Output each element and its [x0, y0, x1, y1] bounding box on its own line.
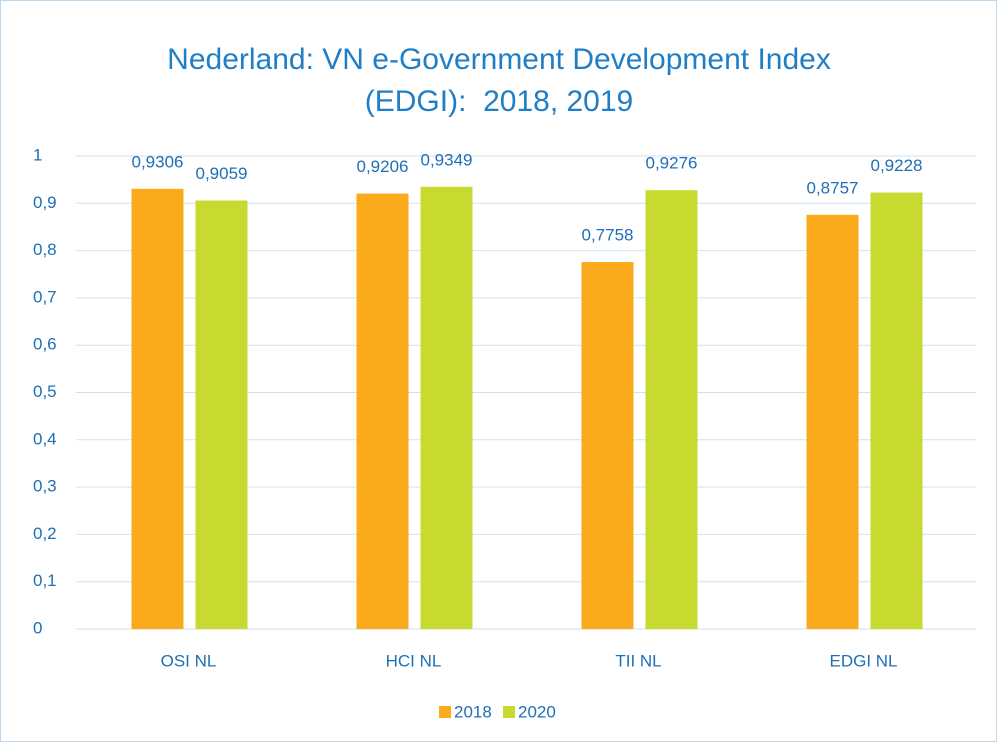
- chart-title: Nederland: VN e-Government Development I…: [167, 43, 840, 118]
- legend-label: 2020: [518, 702, 556, 721]
- bar: [420, 186, 473, 629]
- bar: [356, 193, 409, 629]
- data-label: 0,9276: [646, 154, 698, 173]
- legend-swatch: [503, 706, 515, 718]
- legend-label: 2018: [454, 702, 492, 721]
- data-label: 0,9206: [357, 157, 409, 176]
- y-tick-label: 0,3: [33, 477, 57, 496]
- y-tick-label: 0,1: [33, 571, 57, 590]
- bar: [131, 188, 184, 629]
- x-tick-label: OSI NL: [161, 651, 217, 670]
- y-tick-label: 0,4: [33, 429, 57, 448]
- y-tick-label: 1: [33, 145, 42, 164]
- legend-swatch: [439, 706, 451, 718]
- x-tick-label: EDGI NL: [829, 651, 897, 670]
- x-tick-label: TII NL: [615, 651, 661, 670]
- data-label: 0,9349: [421, 150, 473, 169]
- data-label: 0,9306: [132, 152, 184, 171]
- x-tick-label: HCI NL: [386, 651, 442, 670]
- y-tick-label: 0,2: [33, 524, 57, 543]
- y-tick-label: 0: [33, 618, 42, 637]
- y-tick-label: 0,7: [33, 287, 57, 306]
- bar: [645, 190, 698, 630]
- data-label: 0,8757: [807, 178, 859, 197]
- data-label: 0,7758: [582, 226, 634, 245]
- y-tick-label: 0,8: [33, 240, 57, 259]
- bar: [870, 192, 923, 629]
- bar: [195, 200, 248, 630]
- y-tick-label: 0,5: [33, 382, 57, 401]
- y-tick-label: 0,6: [33, 335, 57, 354]
- bar: [581, 262, 634, 629]
- data-label: 0,9059: [196, 164, 248, 183]
- y-tick-label: 0,9: [33, 193, 57, 212]
- bar: [806, 214, 859, 630]
- data-label: 0,9228: [871, 156, 923, 175]
